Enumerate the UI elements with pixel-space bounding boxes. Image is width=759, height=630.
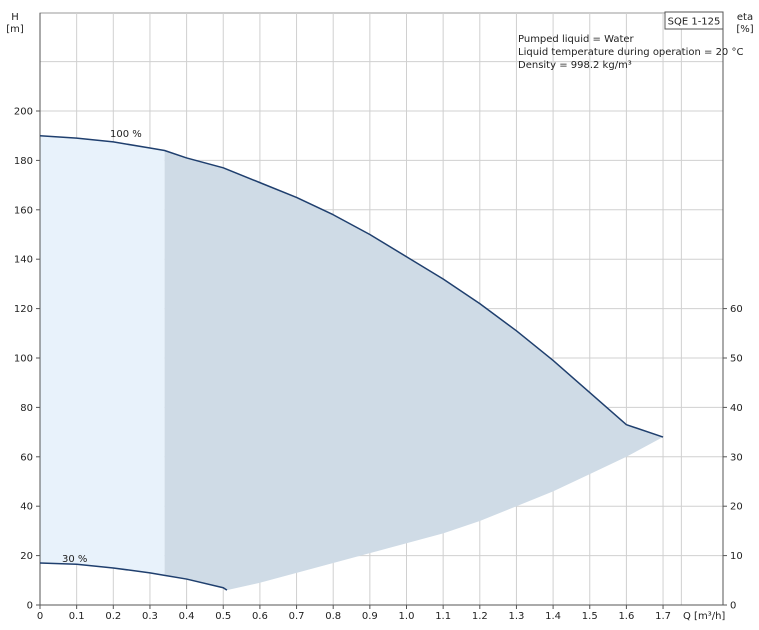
x-tick-label: 1.4	[545, 611, 561, 622]
y-right-tick-label: 10	[730, 551, 743, 562]
x-tick-label: 1.6	[618, 611, 634, 622]
y-right-tick-label: 0	[730, 601, 736, 612]
x-tick-label: 0.4	[179, 611, 195, 622]
y-left-tick-label: 120	[14, 304, 33, 315]
x-tick-label: 0.2	[105, 611, 121, 622]
x-tick-label: 0.6	[252, 611, 268, 622]
curve-label-30: 30 %	[62, 554, 87, 565]
y-right-axis-unit: [%]	[736, 24, 753, 35]
axis-layer	[36, 13, 727, 609]
y-left-tick-label: 160	[14, 205, 33, 216]
x-tick-label: 1.7	[655, 611, 671, 622]
curve-label-100: 100 %	[110, 129, 142, 140]
curve-100-percent	[39, 134, 664, 438]
x-tick-label: 0	[37, 611, 43, 622]
y-right-tick-label: 40	[730, 403, 743, 414]
y-left-tick-label: 100	[14, 354, 33, 365]
y-left-axis-title: H	[11, 12, 19, 23]
operating-area-low-flow	[40, 135, 165, 576]
x-tick-label: 0.8	[325, 611, 341, 622]
x-tick-label: 0.1	[69, 611, 85, 622]
x-tick-label: 0.5	[215, 611, 231, 622]
y-left-axis-unit: [m]	[6, 24, 24, 35]
x-tick-label: 0.3	[142, 611, 158, 622]
operating-area-main	[164, 150, 664, 591]
x-tick-label: 0.9	[362, 611, 378, 622]
chart-title: SQE 1-125	[668, 17, 721, 28]
info-line-liquid: Pumped liquid = Water	[518, 34, 635, 45]
x-tick-label: 1.0	[399, 611, 415, 622]
chart-title-box	[664, 11, 724, 30]
y-right-tick-label: 50	[730, 354, 743, 365]
x-tick-label: 1.3	[508, 611, 524, 622]
y-left-tick-label: 0	[27, 601, 33, 612]
y-left-tick-label: 40	[20, 502, 33, 513]
y-right-tick-label: 20	[730, 502, 743, 513]
y-left-tick-label: 200	[14, 107, 33, 118]
y-left-tick-label: 60	[20, 452, 33, 463]
x-tick-label: 1.5	[582, 611, 598, 622]
y-left-tick-label: 80	[20, 403, 33, 414]
curve-layer	[39, 134, 664, 591]
curve-30-percent	[39, 562, 228, 591]
y-right-axis-title: eta	[737, 12, 753, 23]
label-layer: 0 0.1 0.2 0.3 0.4 0.5 0.6 0.7 0.8 0.9 1.0 1.1 1.2 1.3…	[14, 107, 743, 623]
x-tick-label: 0.7	[289, 611, 305, 622]
y-left-tick-label: 140	[14, 255, 33, 266]
y-left-tick-label: 20	[20, 551, 33, 562]
operating-area-layer	[40, 135, 664, 591]
info-line-density: Density = 998.2 kg/m³	[518, 60, 632, 71]
y-right-tick-label: 30	[730, 452, 743, 463]
x-axis-title: Q [m³/h]	[683, 611, 725, 622]
x-tick-label: 1.2	[472, 611, 488, 622]
y-right-tick-label: 60	[730, 304, 743, 315]
info-line-temperature: Liquid temperature during operation = 20…	[518, 47, 743, 58]
x-tick-label: 1.1	[435, 611, 451, 622]
y-left-tick-label: 180	[14, 156, 33, 167]
